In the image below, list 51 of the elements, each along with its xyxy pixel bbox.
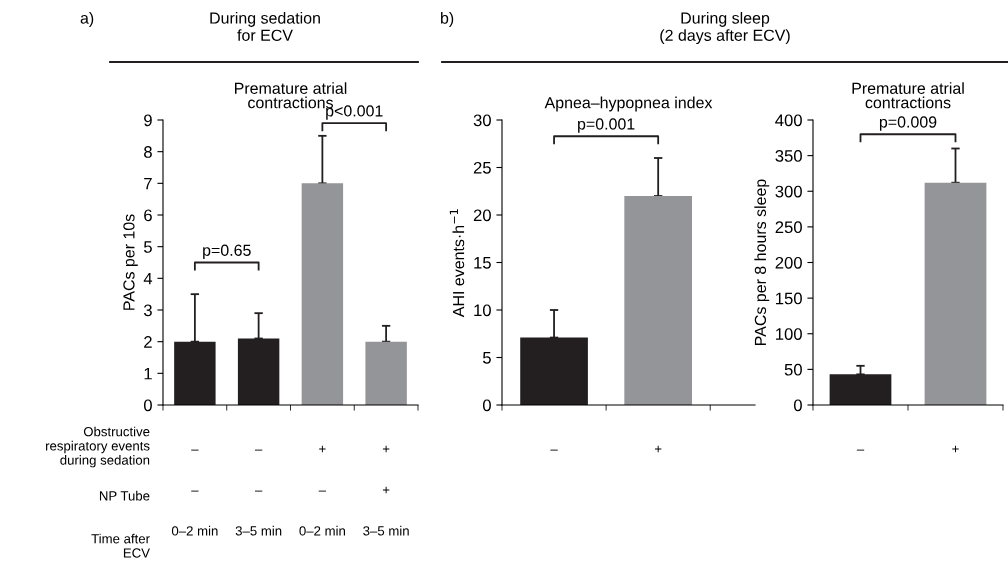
y-tick-label: 15 [474, 257, 491, 269]
bar [301, 183, 344, 405]
y-tick-label: 150 [776, 292, 802, 305]
annotation: p=0.65 [203, 244, 251, 260]
y-tick-label: 4 [143, 272, 153, 285]
text: NP Tube [99, 490, 150, 501]
y-tick-label: 0 [482, 399, 491, 412]
y-tick-label: 5 [482, 352, 491, 364]
annotation: p=0.009 [879, 116, 937, 131]
y-tick-label: 6 [144, 209, 152, 222]
x-tick-label: – [550, 449, 558, 451]
chart-subtitle: Premature atrial contractions [852, 82, 964, 109]
y-tick-label: 30 [473, 114, 491, 127]
y-tick-label: 0 [793, 399, 802, 412]
y-tick-label: 0 [143, 399, 152, 412]
annotation: p=0.001 [578, 118, 635, 133]
y-tick-label: 25 [473, 161, 491, 174]
y-tick-label: 200 [775, 256, 802, 269]
y-tick-label: 350 [775, 150, 802, 162]
y-axis-title: PACs per 10s [123, 214, 138, 310]
y-tick-label: 10 [474, 304, 491, 317]
bar [365, 341, 407, 405]
chart-title: During sedation for ECV [210, 12, 320, 41]
y-tick-label: 50 [784, 363, 802, 376]
text: Obstructive respiratory events during sedation [46, 426, 150, 468]
y-tick-label: 300 [775, 185, 802, 198]
text: b) [441, 12, 454, 27]
chart-title: During sleep (2 days after ECV) [660, 12, 790, 45]
chart-subtitle: Apnea–hypopnea index [544, 96, 713, 112]
y-tick-label: 9 [144, 114, 152, 127]
category-label: + + 3–5 min [363, 445, 409, 536]
y-tick-label: 7 [144, 177, 152, 190]
y-tick-label: 8 [144, 146, 152, 158]
y-tick-label: 400 [775, 114, 802, 127]
y-tick-label: 2 [144, 336, 152, 348]
category-label: – – 0–2 min [171, 449, 218, 536]
y-axis-title: AHI events·h$^{−1}$ [449, 209, 465, 318]
y-axis-title: PACs per 8 hours sleep [754, 179, 770, 345]
y-tick-label: 250 [775, 221, 802, 234]
x-tick-label: – [856, 449, 865, 451]
y-tick-label: 3 [143, 304, 152, 317]
y-tick-label: 20 [473, 209, 491, 222]
x-tick-label: + [952, 445, 959, 453]
text: Time after ECV [91, 533, 150, 558]
text: a) [80, 12, 94, 27]
y-tick-label: 100 [776, 328, 802, 340]
y-tick-label: 1 [144, 367, 152, 380]
y-tick-label: 5 [143, 241, 152, 253]
category-label: – – 3–5 min [235, 449, 282, 536]
x-tick-label: + [654, 445, 662, 453]
category-label: + – 0–2 min [299, 445, 345, 536]
